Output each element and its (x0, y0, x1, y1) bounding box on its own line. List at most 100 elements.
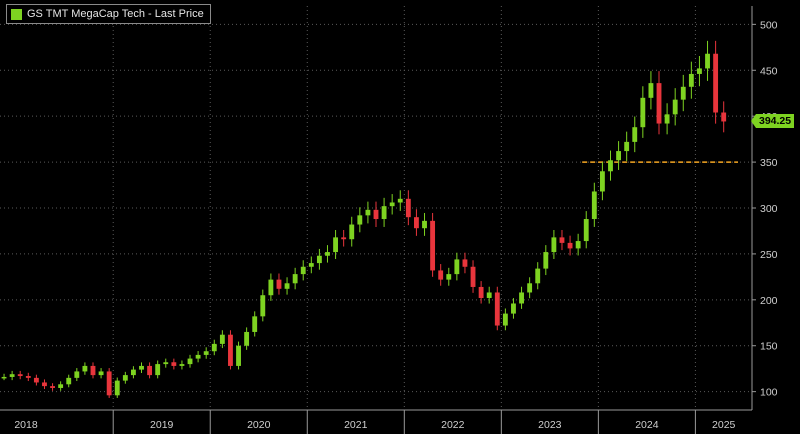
price-bar (680, 86, 686, 100)
x-tick-label: 2021 (344, 419, 368, 431)
price-bar (535, 268, 541, 284)
price-bar (171, 362, 177, 366)
price-bar (656, 83, 662, 124)
price-bar (98, 371, 104, 376)
price-bar (599, 171, 605, 192)
price-bar (66, 377, 72, 385)
y-tick-label: 350 (760, 157, 778, 169)
price-bar (575, 241, 581, 249)
price-bar (195, 354, 201, 359)
price-bar (236, 345, 241, 366)
price-bar (551, 237, 557, 253)
price-bar (114, 380, 120, 396)
grid-lines (0, 6, 752, 410)
x-tick-label: 2018 (14, 419, 38, 431)
price-bar (341, 237, 347, 240)
price-bar (50, 386, 55, 388)
price-bar (42, 382, 47, 387)
price-bar (664, 114, 670, 124)
price-bar (405, 198, 411, 218)
price-bar (292, 274, 298, 284)
price-bar (648, 83, 654, 98)
price-bar (462, 259, 468, 267)
price-bar (139, 365, 144, 370)
price-bar (187, 358, 193, 365)
price-bar (228, 334, 233, 366)
price-bar (624, 141, 630, 152)
price-bar (316, 255, 322, 264)
y-tick-label: 500 (760, 19, 778, 31)
price-bar (438, 270, 444, 280)
price-bar (211, 343, 217, 352)
y-tick-label: 300 (760, 203, 778, 215)
price-bar (697, 68, 702, 74)
x-tick-label: 2024 (635, 419, 659, 431)
price-bar (486, 292, 492, 298)
price-bar (397, 198, 403, 203)
price-bar (519, 292, 524, 304)
price-bar (284, 283, 290, 289)
price-bars (1, 40, 727, 398)
price-bar (74, 371, 80, 378)
price-bar (357, 215, 363, 225)
price-bar (527, 283, 533, 293)
x-tick-label: 2019 (150, 419, 174, 431)
legend-label: GS TMT MegaCap Tech - Last Price (27, 8, 204, 20)
price-bar (325, 252, 330, 256)
price-bar (494, 292, 500, 326)
x-axis-tick-labels: 2018 2019 2020 2021 2022 2023 2024 2025 (14, 419, 735, 431)
price-bar (90, 365, 96, 376)
price-bar (478, 286, 484, 298)
price-bar (163, 362, 169, 365)
price-bar (389, 202, 395, 207)
price-bar (333, 237, 338, 253)
price-bar (373, 209, 379, 220)
price-bar (381, 206, 387, 220)
price-bar (82, 365, 88, 372)
price-bar (616, 151, 622, 161)
price-bar (155, 364, 161, 376)
y-tick-label: 250 (760, 249, 778, 261)
price-bar (543, 252, 549, 269)
price-bar (559, 237, 565, 243)
price-bar (106, 371, 112, 396)
price-bar (422, 220, 427, 229)
price-bar (300, 266, 306, 275)
price-bar (454, 259, 460, 275)
price-bar (511, 303, 516, 314)
x-tick-label: 2025 (712, 419, 736, 431)
price-bar (260, 295, 266, 317)
price-bar (349, 224, 355, 240)
price-bar (122, 375, 128, 381)
chart-legend: GS TMT MegaCap Tech - Last Price (6, 4, 211, 24)
price-bar (672, 99, 678, 115)
price-bar (705, 53, 710, 69)
price-bar (9, 374, 15, 377)
y-axis-tick-labels: 100150200250300350400450500 (760, 19, 778, 398)
price-bar (25, 376, 31, 378)
price-bar (583, 219, 589, 242)
price-bar (147, 365, 153, 376)
price-bar (721, 112, 727, 122)
price-bar (502, 313, 508, 326)
price-bar (1, 376, 7, 379)
axes (0, 6, 756, 434)
price-bar (430, 220, 436, 271)
price-bar (219, 334, 225, 344)
price-bar (365, 209, 371, 216)
price-bar (567, 242, 573, 249)
legend-swatch (11, 8, 22, 20)
price-bar (608, 160, 613, 172)
price-bar (58, 384, 64, 388)
price-bar (446, 274, 452, 280)
price-bar (17, 374, 23, 377)
price-bar (203, 351, 209, 355)
y-tick-label: 150 (760, 341, 778, 353)
price-bar (130, 369, 136, 376)
last-price-value: 394.25 (759, 115, 792, 128)
x-tick-label: 2022 (441, 419, 465, 431)
price-bar (632, 127, 638, 142)
price-bar (640, 97, 646, 128)
price-bar (244, 331, 250, 346)
